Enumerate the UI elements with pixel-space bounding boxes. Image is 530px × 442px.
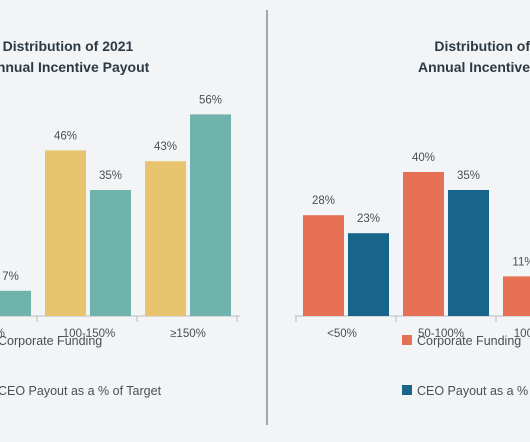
left-chart: Distribution of 2021 Annual Incentive Pa… (0, 38, 240, 398)
left-legend: Corporate Funding CEO Payout as a % of T… (0, 334, 162, 398)
right-legend-swatch-2 (402, 385, 412, 395)
bar-0-2-1 (190, 114, 231, 317)
bar-0-0-1 (0, 290, 31, 316)
right-legend-label-1: Corporate Funding (417, 334, 521, 348)
bar-0-1-0 (45, 150, 86, 316)
bar-value-label-1-1-1: 35% (457, 170, 480, 182)
bar-value-label-1-2-0: 11% (512, 256, 530, 268)
bar-1-1-0 (403, 172, 444, 316)
left-title-line-2: Annual Incentive Payout (0, 59, 150, 75)
right-title-line-2: Annual Incentive (418, 59, 530, 75)
bar-value-label-0-1-1: 35% (99, 170, 122, 182)
right-chart: Distribution of Annual Incentive 28% 23% 4… (295, 38, 530, 398)
left-legend-label-2: CEO Payout as a % of Target (0, 384, 162, 398)
bar-1-1-1 (448, 190, 489, 316)
bar-1-2-0 (503, 276, 530, 316)
category-label-1-0: <50% (327, 328, 357, 340)
left-title-line-1: Distribution of 2021 (3, 38, 134, 54)
category-label-1-1: 50-100% (418, 328, 464, 340)
bar-value-label-1-0-1: 23% (357, 213, 380, 225)
bar-value-label-0-2-1: 56% (199, 94, 222, 106)
bar-value-label-1-0-0: 28% (312, 195, 335, 207)
right-legend: Corporate Funding CEO Payout as a % (402, 334, 528, 398)
category-label-0-1: 100-150% (63, 328, 115, 340)
right-legend-label-2: CEO Payout as a % (417, 384, 528, 398)
bar-0-1-1 (90, 190, 131, 316)
category-label-0-0: <50% (0, 328, 5, 340)
category-label-1-2: 100-150% (514, 328, 530, 340)
right-legend-swatch-1 (402, 335, 412, 345)
bar-1-0-0 (303, 215, 344, 316)
category-label-0-2: ≥150% (170, 328, 206, 340)
bar-value-label-0-2-0: 43% (154, 141, 177, 153)
bar-0-2-0 (145, 161, 186, 316)
bar-value-label-0-0-1: 7% (2, 271, 19, 283)
left-legend-label-1: Corporate Funding (0, 334, 102, 348)
bar-value-label-1-1-0: 40% (412, 152, 435, 164)
bar-1-0-1 (348, 233, 389, 316)
bar-value-label-0-1-0: 46% (54, 130, 77, 142)
right-title-line-1: Distribution of (434, 38, 530, 54)
